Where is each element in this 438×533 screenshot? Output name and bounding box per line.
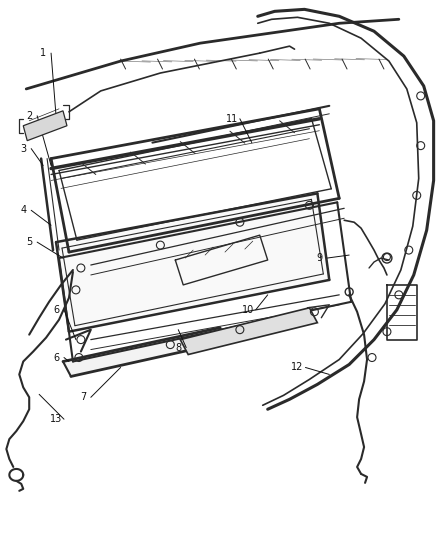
Text: 8: 8: [175, 343, 181, 352]
Text: 10: 10: [242, 305, 254, 315]
Text: 4: 4: [20, 205, 26, 215]
Polygon shape: [63, 328, 228, 376]
Text: 2: 2: [26, 111, 32, 121]
Text: 1: 1: [40, 48, 46, 58]
Polygon shape: [180, 308, 318, 354]
Text: 13: 13: [50, 414, 62, 424]
Text: 7: 7: [80, 392, 86, 402]
Text: 9: 9: [316, 253, 322, 263]
Polygon shape: [56, 193, 329, 332]
Text: 6: 6: [53, 352, 59, 362]
Text: 12: 12: [291, 362, 304, 373]
Text: 11: 11: [226, 114, 238, 124]
Text: 3: 3: [20, 143, 26, 154]
Text: 6: 6: [53, 305, 59, 315]
Text: 5: 5: [26, 237, 32, 247]
Polygon shape: [23, 111, 67, 141]
